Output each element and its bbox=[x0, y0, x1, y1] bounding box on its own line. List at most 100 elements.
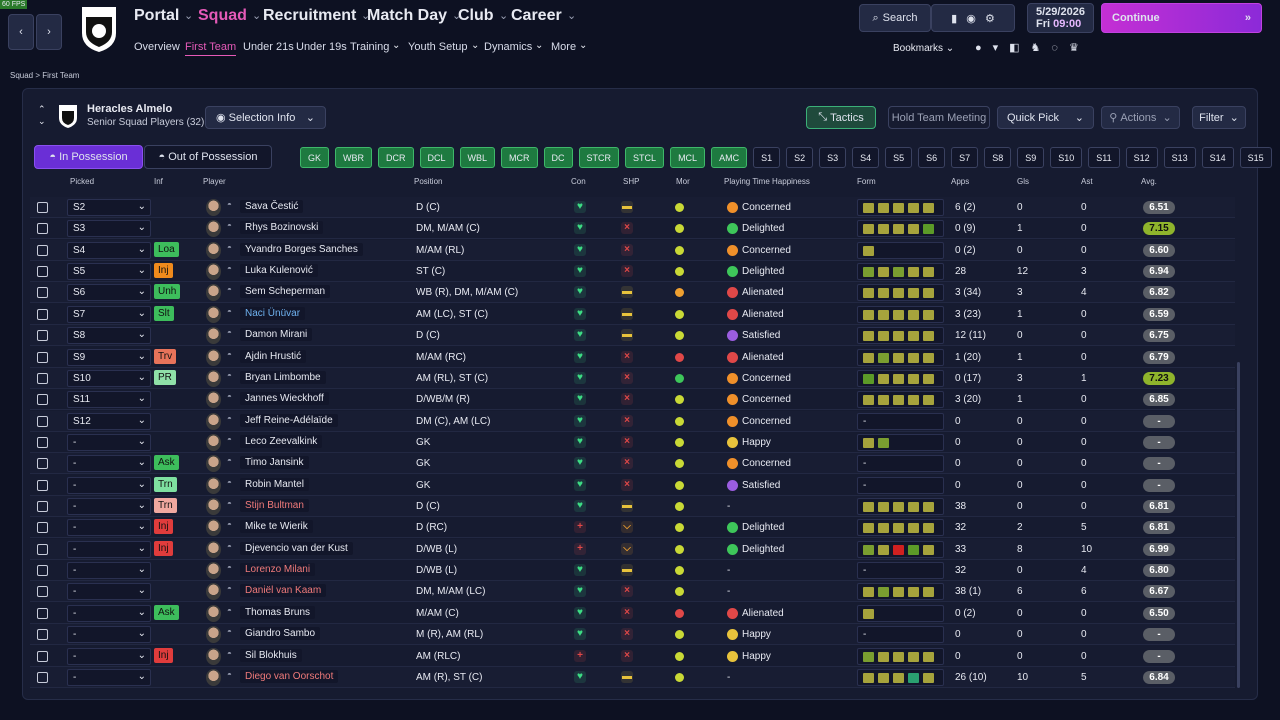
table-row[interactable]: S12 ⌄ ◓ Jeff Reine-Adélaïde DM (C), AM (LC) ♥… bbox=[30, 410, 1235, 432]
position-button[interactable]: WBL bbox=[459, 147, 496, 168]
column-header[interactable]: Avg. bbox=[1141, 177, 1157, 186]
table-row[interactable]: S11 ⌄ ◓ Jannes Wieckhoff D/WB/M (R) ♥ × Concern… bbox=[30, 389, 1235, 411]
tab-out-possession[interactable]: ◓ Out of Possession bbox=[144, 145, 272, 169]
position-button[interactable]: STCL bbox=[625, 147, 665, 168]
table-row[interactable]: S8 ⌄ ◓ Damon Mirani D (C) ♥ ▬ Satisfied 12 (11) 0… bbox=[30, 325, 1235, 347]
position-button[interactable]: S4 bbox=[852, 147, 880, 168]
table-row[interactable]: - ⌄ ◓ Diego van Oorschot AM (R), ST (C) ♥ ▬ -26… bbox=[30, 666, 1235, 688]
position-button[interactable]: S13 bbox=[1163, 147, 1196, 168]
quick-icons[interactable]: ●▾◧♞◌♛ bbox=[975, 42, 1090, 54]
column-header[interactable]: Inf bbox=[154, 177, 163, 186]
sub-nav-item[interactable]: First Team bbox=[185, 41, 237, 56]
column-header[interactable]: Ast bbox=[1081, 177, 1093, 186]
nav-item[interactable]: Club bbox=[458, 7, 494, 24]
column-header[interactable]: Con bbox=[571, 177, 586, 186]
player-name: Ajdin Hrustić bbox=[240, 349, 307, 363]
sub-nav-item[interactable]: Under 19s bbox=[296, 41, 347, 53]
column-header[interactable]: Mor bbox=[676, 177, 690, 186]
table-row[interactable]: - ⌄ Inj ◓ Mike te Wierik D (RC) + ⌵ Delighted 32 2… bbox=[30, 517, 1235, 539]
bookmarks[interactable]: Bookmarks ⌄ bbox=[893, 43, 955, 54]
position-button[interactable]: MCL bbox=[670, 147, 706, 168]
sub-nav-item[interactable]: Training bbox=[350, 41, 390, 53]
position-button[interactable]: AMC bbox=[711, 147, 748, 168]
date-box[interactable]: 5/29/2026 Fri 09:00 bbox=[1027, 3, 1094, 33]
column-header[interactable]: Playing Time Happiness bbox=[724, 177, 810, 186]
picked-select: S5 ⌄ bbox=[67, 263, 151, 281]
back-button[interactable]: ‹ bbox=[8, 14, 34, 50]
sub-nav-item[interactable]: Dynamics bbox=[484, 41, 533, 53]
filter-button[interactable]: Filter ⌄ bbox=[1192, 106, 1246, 129]
form-square bbox=[863, 437, 874, 448]
meeting-button[interactable]: Hold Team Meeting bbox=[888, 106, 990, 129]
table-row[interactable]: - ⌄ Trn ◓ Robin Mantel GK ♥ × Satisfied -0 0 0- bbox=[30, 475, 1235, 496]
table-row[interactable]: S10 ⌄ PR ◓ Bryan Limbombe AM (RL), ST (C) ♥ × Co… bbox=[30, 367, 1235, 389]
tactics-button[interactable]: ⤡ Tactics bbox=[806, 106, 876, 129]
position-button[interactable]: S1 bbox=[753, 147, 781, 168]
table-row[interactable]: S3 ⌄ ◓ Rhys Bozinovski DM, M/AM (C) ♥ × Delight… bbox=[30, 218, 1235, 240]
nav-item[interactable]: Career bbox=[511, 7, 562, 24]
table-row[interactable]: - ⌄ ◓ Leco Zeevalkink GK ♥ × Happy 0 0 0- bbox=[30, 432, 1235, 453]
continue-button[interactable]: Continue» bbox=[1101, 3, 1262, 33]
player-icon: ◓ bbox=[227, 285, 232, 295]
form-square bbox=[923, 544, 934, 555]
position-button[interactable]: S6 bbox=[918, 147, 946, 168]
position-button[interactable]: MCR bbox=[501, 147, 538, 168]
icon-buttons[interactable]: ▮ ◉ ⚙ bbox=[931, 4, 1015, 32]
position-button[interactable]: S8 bbox=[984, 147, 1012, 168]
position-button[interactable]: STCR bbox=[578, 147, 620, 168]
nav-item[interactable]: Squad bbox=[198, 7, 247, 24]
table-row[interactable]: S9 ⌄ Trv ◓ Ajdin Hrustić M/AM (RC) ♥ × Alienated… bbox=[30, 347, 1235, 368]
column-header[interactable]: SHP bbox=[623, 177, 640, 186]
position-button[interactable]: S12 bbox=[1125, 147, 1158, 168]
table-row[interactable]: - ⌄ Ask ◓ Timo Jansink GK ♥ × Concerned -0 0 0- bbox=[30, 453, 1235, 475]
position-button[interactable]: S9 bbox=[1017, 147, 1045, 168]
table-row[interactable]: - ⌄ ◓ Lorenzo Milani D/WB (L) ♥ ▬ - -32 0 4 6.80 bbox=[30, 560, 1235, 582]
nav-item[interactable]: Match Day bbox=[367, 7, 448, 24]
form-box bbox=[857, 348, 944, 366]
scrollbar[interactable] bbox=[1237, 362, 1240, 688]
table-row[interactable]: S7 ⌄ Slt ◓ Naci Ünüvar AM (LC), ST (C) ♥ ▬ Alien… bbox=[30, 304, 1235, 325]
position-button[interactable]: S7 bbox=[951, 147, 979, 168]
table-row[interactable]: S6 ⌄ Unh ◓ Sem Scheperman WB (R), DM, M/AM (C… bbox=[30, 282, 1235, 304]
position-button[interactable]: S14 bbox=[1201, 147, 1234, 168]
column-header[interactable]: Apps bbox=[951, 177, 970, 186]
sub-nav-item[interactable]: Under 21s bbox=[243, 41, 294, 53]
forward-button[interactable]: › bbox=[36, 14, 62, 50]
column-header[interactable]: Player bbox=[203, 177, 226, 186]
quick-pick-button[interactable]: Quick Pick ⌄ bbox=[997, 106, 1094, 129]
column-header[interactable]: Picked bbox=[70, 177, 95, 186]
table-row[interactable]: - ⌄ Trn ◓ Stijn Bultman D (C) ♥ ▬ -38 0 0 6.81 bbox=[30, 496, 1235, 518]
position-button[interactable]: WBR bbox=[335, 147, 373, 168]
position-button[interactable]: S3 bbox=[819, 147, 847, 168]
actions-button[interactable]: ⚲ Actions ⌄ bbox=[1101, 106, 1180, 129]
selection-info[interactable]: ◉ Selection Info ⌄ bbox=[205, 106, 326, 129]
position-button[interactable]: S11 bbox=[1088, 147, 1120, 168]
table-row[interactable]: - ⌄ ◓ Giandro Sambo M (R), AM (RL) ♥ × Happy -0 0… bbox=[30, 624, 1235, 646]
column-header[interactable]: Position bbox=[414, 177, 443, 186]
tab-in-possession[interactable]: ◓ In Possession bbox=[34, 145, 143, 169]
position-button[interactable]: DCL bbox=[419, 147, 454, 168]
position-button[interactable]: S5 bbox=[885, 147, 913, 168]
position-button[interactable]: DC bbox=[543, 147, 573, 168]
table-row[interactable]: S2 ⌄ ◓ Sava Čestić D (C) ♥ ▬ Concerned 6 (2) 0 0 6.… bbox=[30, 197, 1235, 218]
column-header[interactable]: Form bbox=[857, 177, 876, 186]
table-row[interactable]: S5 ⌄ Inj ◓ Luka Kulenović ST (C) ♥ × Delighted 28… bbox=[30, 261, 1235, 283]
table-row[interactable]: - ⌄ Ask ◓ Thomas Bruns M/AM (C) ♥ × Alienated 0 (… bbox=[30, 603, 1235, 624]
table-row[interactable]: - ⌄ Inj ◓ Sil Blokhuis AM (RLC) + × Happy 0 0 0- bbox=[30, 646, 1235, 667]
collapse[interactable]: ⌃ ⌄ bbox=[38, 104, 46, 126]
sub-nav-item[interactable]: More bbox=[551, 41, 577, 53]
table-row[interactable]: S4 ⌄ Loa ◓ Yvandro Borges Sanches M/AM (RL) ♥ ×… bbox=[30, 239, 1235, 261]
nav-item[interactable]: Recruitment bbox=[263, 7, 357, 24]
search-button[interactable]: ⌕ Search bbox=[859, 4, 931, 32]
position-button[interactable]: S15 bbox=[1239, 147, 1272, 168]
position-button[interactable]: S10 bbox=[1050, 147, 1083, 168]
table-row[interactable]: - ⌄ Inj ◓ Djevencio van der Kust D/WB (L) + ⌵ De… bbox=[30, 538, 1235, 560]
position-button[interactable]: GK bbox=[300, 147, 330, 168]
sub-nav-item[interactable]: Youth Setup bbox=[408, 41, 468, 53]
nav-item[interactable]: Portal bbox=[134, 7, 180, 24]
position-button[interactable]: DCR bbox=[378, 147, 414, 168]
table-row[interactable]: - ⌄ ◓ Daniël van Kaam DM, M/AM (LC) ♥ × -38 (1)… bbox=[30, 581, 1235, 603]
sub-nav-item[interactable]: Overview bbox=[134, 41, 180, 53]
position-button[interactable]: S2 bbox=[786, 147, 814, 168]
column-header[interactable]: Gls bbox=[1017, 177, 1029, 186]
